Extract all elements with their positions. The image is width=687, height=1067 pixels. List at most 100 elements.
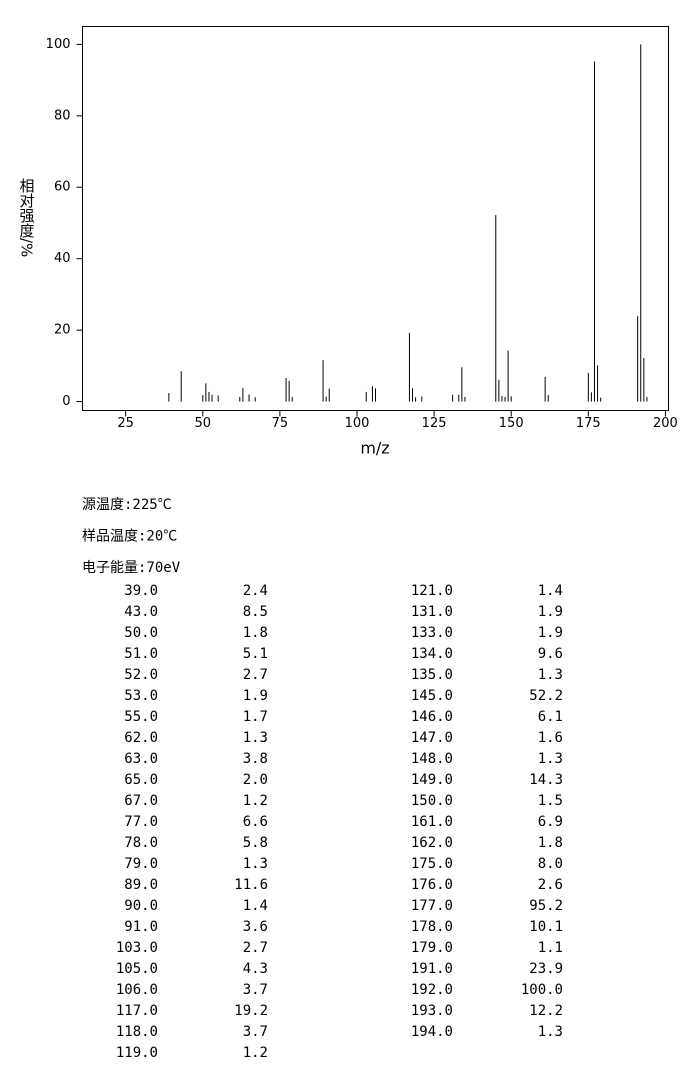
mz-cell: 148.0 bbox=[411, 751, 453, 767]
mz-cell: 63.0 bbox=[124, 751, 158, 767]
intensity-cell: 10.1 bbox=[529, 919, 563, 935]
mz-cell: 106.0 bbox=[116, 982, 158, 998]
y-axis-label: 相对强度/% bbox=[18, 178, 36, 257]
y-tick-label: 60 bbox=[54, 180, 71, 195]
mz-cell: 52.0 bbox=[124, 667, 158, 683]
mz-cell: 105.0 bbox=[116, 961, 158, 977]
mz-cell: 50.0 bbox=[124, 625, 158, 641]
intensity-cell: 2.4 bbox=[243, 583, 268, 599]
y-tick-label: 0 bbox=[62, 394, 70, 409]
intensity-cell: 1.9 bbox=[243, 688, 268, 704]
intensity-cell: 8.0 bbox=[538, 856, 563, 872]
mz-cell: 119.0 bbox=[116, 1045, 158, 1061]
mz-cell: 161.0 bbox=[411, 814, 453, 830]
intensity-cell: 1.1 bbox=[538, 940, 563, 956]
mz-cell: 177.0 bbox=[411, 898, 453, 914]
mz-cell: 121.0 bbox=[411, 583, 453, 599]
intensity-cell: 1.8 bbox=[243, 625, 268, 641]
intensity-cell: 9.6 bbox=[538, 646, 563, 662]
intensity-cell: 1.3 bbox=[538, 751, 563, 767]
intensity-cell: 3.8 bbox=[243, 751, 268, 767]
mz-cell: 147.0 bbox=[411, 730, 453, 746]
mz-cell: 178.0 bbox=[411, 919, 453, 935]
mz-cell: 193.0 bbox=[411, 1003, 453, 1019]
mz-cell: 150.0 bbox=[411, 793, 453, 809]
y-tick-label: 80 bbox=[54, 108, 71, 123]
intensity-cell: 3.6 bbox=[243, 919, 268, 935]
mz-cell: 91.0 bbox=[124, 919, 158, 935]
mz-cell: 117.0 bbox=[116, 1003, 158, 1019]
info-line: 源温度:225℃ bbox=[82, 497, 172, 513]
x-tick-label: 125 bbox=[422, 416, 447, 431]
intensity-cell: 11.6 bbox=[234, 877, 268, 893]
mz-cell: 192.0 bbox=[411, 982, 453, 998]
x-axis-label: m/z bbox=[360, 439, 389, 458]
intensity-cell: 5.1 bbox=[243, 646, 268, 662]
mz-cell: 51.0 bbox=[124, 646, 158, 662]
intensity-cell: 8.5 bbox=[243, 604, 268, 620]
y-tick-label: 20 bbox=[54, 323, 71, 338]
intensity-cell: 1.5 bbox=[538, 793, 563, 809]
mz-cell: 146.0 bbox=[411, 709, 453, 725]
intensity-cell: 2.0 bbox=[243, 772, 268, 788]
mz-cell: 90.0 bbox=[124, 898, 158, 914]
intensity-cell: 1.6 bbox=[538, 730, 563, 746]
intensity-cell: 3.7 bbox=[243, 982, 268, 998]
mz-cell: 191.0 bbox=[411, 961, 453, 977]
x-tick-label: 200 bbox=[653, 416, 678, 431]
intensity-cell: 2.7 bbox=[243, 940, 268, 956]
intensity-cell: 95.2 bbox=[529, 898, 563, 914]
mz-cell: 149.0 bbox=[411, 772, 453, 788]
x-tick-label: 25 bbox=[117, 416, 134, 431]
x-tick-label: 75 bbox=[272, 416, 289, 431]
intensity-cell: 23.9 bbox=[529, 961, 563, 977]
intensity-cell: 1.7 bbox=[243, 709, 268, 725]
x-tick-label: 175 bbox=[576, 416, 601, 431]
intensity-cell: 4.3 bbox=[243, 961, 268, 977]
intensity-cell: 1.2 bbox=[243, 793, 268, 809]
mz-cell: 176.0 bbox=[411, 877, 453, 893]
intensity-cell: 14.3 bbox=[529, 772, 563, 788]
intensity-cell: 1.2 bbox=[243, 1045, 268, 1061]
intensity-cell: 2.7 bbox=[243, 667, 268, 683]
mz-cell: 89.0 bbox=[124, 877, 158, 893]
x-tick-label: 100 bbox=[345, 416, 370, 431]
intensity-cell: 19.2 bbox=[234, 1003, 268, 1019]
intensity-cell: 1.9 bbox=[538, 625, 563, 641]
mz-cell: 103.0 bbox=[116, 940, 158, 956]
intensity-cell: 3.7 bbox=[243, 1024, 268, 1040]
intensity-cell: 1.3 bbox=[538, 667, 563, 683]
mz-cell: 162.0 bbox=[411, 835, 453, 851]
intensity-cell: 52.2 bbox=[529, 688, 563, 704]
y-tick-label: 40 bbox=[54, 251, 71, 266]
y-tick-label: 100 bbox=[46, 37, 71, 52]
intensity-cell: 1.8 bbox=[538, 835, 563, 851]
mz-cell: 135.0 bbox=[411, 667, 453, 683]
intensity-cell: 1.9 bbox=[538, 604, 563, 620]
mz-cell: 62.0 bbox=[124, 730, 158, 746]
intensity-cell: 1.3 bbox=[243, 856, 268, 872]
intensity-cell: 12.2 bbox=[529, 1003, 563, 1019]
plot-frame bbox=[82, 26, 669, 411]
mz-cell: 77.0 bbox=[124, 814, 158, 830]
intensity-cell: 2.6 bbox=[538, 877, 563, 893]
intensity-cell: 6.9 bbox=[538, 814, 563, 830]
intensity-cell: 5.8 bbox=[243, 835, 268, 851]
x-tick-label: 150 bbox=[499, 416, 524, 431]
info-line: 样品温度:20℃ bbox=[82, 529, 177, 545]
mz-cell: 134.0 bbox=[411, 646, 453, 662]
mz-cell: 53.0 bbox=[124, 688, 158, 704]
mz-cell: 78.0 bbox=[124, 835, 158, 851]
intensity-cell: 1.3 bbox=[538, 1024, 563, 1040]
mz-cell: 39.0 bbox=[124, 583, 158, 599]
mz-cell: 43.0 bbox=[124, 604, 158, 620]
mz-cell: 175.0 bbox=[411, 856, 453, 872]
intensity-cell: 6.6 bbox=[243, 814, 268, 830]
mz-cell: 194.0 bbox=[411, 1024, 453, 1040]
mz-cell: 55.0 bbox=[124, 709, 158, 725]
mz-cell: 79.0 bbox=[124, 856, 158, 872]
mz-cell: 118.0 bbox=[116, 1024, 158, 1040]
x-tick-label: 50 bbox=[195, 416, 212, 431]
info-line: 电子能量:70eV bbox=[82, 560, 181, 576]
